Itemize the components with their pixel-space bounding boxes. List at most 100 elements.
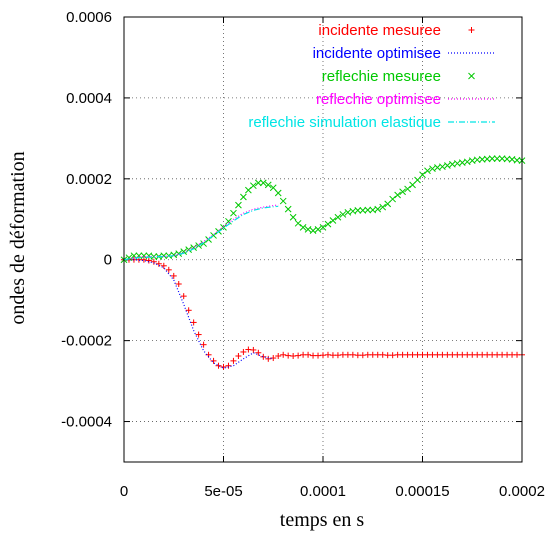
data-point — [195, 331, 202, 338]
x-axis-title: temps en s — [280, 509, 365, 531]
data-point — [379, 203, 387, 211]
data-point — [259, 179, 267, 187]
data-point — [265, 355, 272, 362]
legend-label: incidente mesuree — [318, 22, 441, 39]
data-point — [170, 272, 177, 279]
data-point — [444, 162, 451, 169]
data-point — [250, 346, 257, 353]
data-point — [235, 201, 242, 209]
data-point — [314, 226, 322, 233]
data-point — [294, 219, 302, 227]
data-point — [299, 224, 307, 231]
data-point — [394, 191, 401, 199]
legend-item: reflechie simulation elastique — [248, 114, 495, 131]
data-point — [160, 252, 168, 260]
data-point — [305, 351, 312, 358]
y-axis-title: ondes de déformation — [7, 151, 29, 324]
data-point — [295, 352, 302, 359]
data-point — [279, 197, 287, 205]
data-point — [399, 188, 406, 196]
legend-item: incidente mesuree — [318, 22, 475, 39]
data-point — [324, 220, 332, 228]
data-point — [220, 363, 227, 370]
data-point — [344, 209, 352, 216]
data-point — [235, 353, 242, 360]
plot-series — [120, 155, 526, 370]
series-line — [124, 259, 274, 369]
data-point — [215, 362, 222, 369]
x-axis: 0 5e-05 0.0001 0.00015 0.0002 — [120, 17, 545, 500]
data-point — [404, 185, 411, 193]
series-reflechie-optimisee — [123, 204, 279, 261]
data-point — [309, 227, 317, 234]
data-point — [240, 193, 247, 201]
data-point — [274, 189, 282, 197]
x-tick-label: 0 — [120, 483, 128, 500]
y-axis: 0.0006 0.0004 0.0002 0 -0.0002 -0.0004 — [61, 9, 522, 431]
legend-label: reflechie simulation elastique — [248, 114, 441, 131]
legend: incidente mesuree incidente optimisee refl… — [248, 22, 495, 131]
data-point — [160, 262, 167, 269]
legend-swatch — [468, 72, 475, 80]
data-point — [275, 353, 282, 360]
data-point — [269, 184, 277, 192]
data-point — [170, 251, 178, 259]
legend-label: reflechie optimisee — [316, 91, 441, 108]
y-tick-label: -0.0002 — [61, 333, 112, 350]
y-tick-label: 0.0002 — [66, 171, 112, 188]
plot-frame — [123, 16, 523, 463]
data-point — [230, 357, 237, 364]
y-tick-label: -0.0004 — [61, 414, 112, 431]
data-point — [439, 163, 446, 171]
data-point — [414, 176, 421, 184]
data-point — [284, 205, 292, 213]
data-point — [230, 209, 237, 217]
data-point — [280, 351, 287, 358]
data-point — [289, 213, 297, 221]
series-reflechie-simulation-elastique — [123, 205, 279, 261]
data-point — [319, 224, 327, 231]
y-tick-label: 0.0004 — [66, 90, 112, 107]
legend-label: reflechie mesuree — [322, 68, 441, 85]
data-point — [334, 213, 342, 221]
data-point — [493, 155, 501, 162]
data-point — [304, 226, 312, 233]
data-point — [220, 224, 227, 231]
data-point — [190, 319, 197, 326]
legend-label: incidente optimisee — [313, 45, 441, 62]
legend-item: incidente optimisee — [313, 45, 495, 62]
data-point — [339, 211, 347, 218]
data-point — [424, 167, 431, 175]
legend-item: reflechie mesuree — [322, 68, 475, 85]
data-point — [150, 258, 157, 265]
legend-item: reflechie optimisee — [316, 91, 495, 108]
x-tick-label: 0.0001 — [300, 483, 346, 500]
data-point — [200, 341, 207, 348]
x-tick-label: 0.00015 — [395, 483, 449, 500]
data-point — [429, 165, 436, 173]
data-point — [145, 257, 152, 264]
data-point — [419, 171, 426, 179]
data-point — [354, 207, 362, 214]
series-line — [123, 204, 279, 261]
data-point — [140, 256, 147, 263]
data-point — [165, 266, 172, 273]
data-point — [488, 155, 496, 162]
data-point — [264, 181, 272, 189]
data-point — [210, 357, 217, 364]
legend-swatch — [468, 27, 475, 33]
data-point — [255, 349, 262, 356]
data-point — [175, 281, 182, 287]
x-tick-label: 5e-05 — [204, 483, 242, 500]
data-point — [463, 158, 471, 166]
data-point — [240, 348, 247, 355]
data-point — [225, 362, 232, 369]
data-point — [254, 179, 262, 187]
y-tick-label: 0.0006 — [66, 9, 112, 26]
data-point — [175, 250, 183, 258]
data-point — [180, 293, 187, 300]
series-line — [123, 205, 279, 261]
data-point — [374, 205, 382, 213]
data-point — [389, 195, 397, 203]
